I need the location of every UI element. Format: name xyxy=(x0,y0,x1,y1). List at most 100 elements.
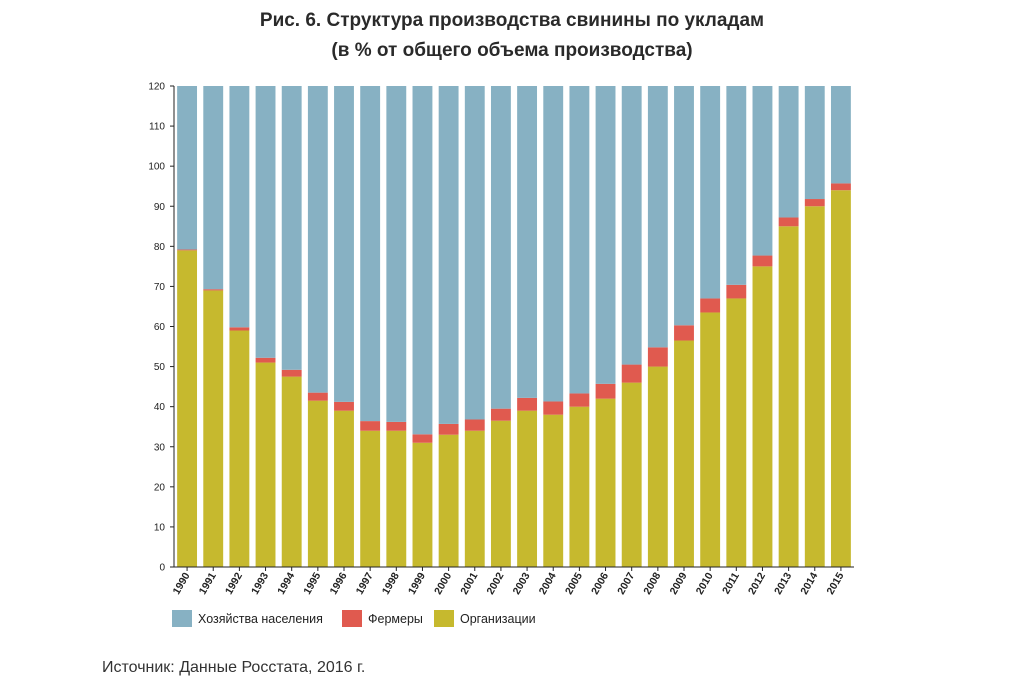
y-tick-label: 10 xyxy=(154,522,166,533)
bar-farmers-2000 xyxy=(438,423,459,435)
bar-households-2011 xyxy=(726,86,747,285)
x-tick-label: 2005 xyxy=(563,570,585,596)
x-tick-label: 1993 xyxy=(249,570,271,596)
x-tick-label: 1996 xyxy=(328,570,350,596)
chart-title: Рис. 6. Структура производства свинины п… xyxy=(259,10,765,31)
bar-farmers-1997 xyxy=(360,421,381,431)
y-tick-label: 100 xyxy=(148,162,165,173)
x-tick-label: 1991 xyxy=(197,570,219,596)
x-tick-label: 2015 xyxy=(824,570,846,596)
bar-organizations-1998 xyxy=(386,430,407,567)
x-tick-label: 2009 xyxy=(668,570,690,596)
bar-organizations-1990 xyxy=(177,250,198,567)
bar-households-2009 xyxy=(674,86,694,326)
x-tick-label: 2004 xyxy=(537,570,559,596)
x-tick-label: 2000 xyxy=(432,570,454,596)
bar-farmers-2011 xyxy=(726,284,747,299)
bar-organizations-1992 xyxy=(229,330,250,567)
y-tick-label: 20 xyxy=(154,482,166,493)
bar-households-2013 xyxy=(778,86,799,218)
bar-organizations-2012 xyxy=(752,266,773,568)
y-tick-label: 80 xyxy=(154,242,166,253)
bar-organizations-2008 xyxy=(647,366,668,567)
y-tick-label: 90 xyxy=(154,202,166,213)
bar-farmers-2012 xyxy=(752,255,773,267)
bar-farmers-2002 xyxy=(490,408,511,421)
bar-households-1992 xyxy=(229,86,250,328)
bar-organizations-2002 xyxy=(490,420,511,567)
bar-organizations-2003 xyxy=(517,410,538,567)
bar-households-2007 xyxy=(621,86,642,365)
bar-farmers-1994 xyxy=(281,369,302,377)
bar-farmers-1993 xyxy=(255,357,276,363)
x-tick-label: 2002 xyxy=(484,570,506,596)
bar-households-2001 xyxy=(464,86,485,420)
stacked-bar-chart: 0 10 20 30 40 50 60 70 80 90 100 110 120 1990 1991 1992… xyxy=(148,82,854,627)
y-tick-label: 70 xyxy=(154,282,166,293)
x-tick-label: 1995 xyxy=(301,570,323,596)
bar-farmers-1996 xyxy=(334,401,354,411)
legend-swatch-organizations xyxy=(434,610,454,627)
bar-farmers-2010 xyxy=(700,298,721,313)
bar-farmers-1995 xyxy=(307,392,328,401)
bar-farmers-1999 xyxy=(412,434,433,443)
legend-label-farmers: Фермеры xyxy=(368,612,423,626)
bar-farmers-2008 xyxy=(647,347,668,367)
x-tick-label: 2008 xyxy=(641,570,663,596)
x-tick-label: 1990 xyxy=(171,570,193,596)
bar-farmers-2007 xyxy=(621,364,642,383)
legend-swatch-farmers xyxy=(342,610,362,627)
legend-swatch-households xyxy=(172,610,192,627)
bar-households-2006 xyxy=(595,86,616,384)
bar-farmers-2015 xyxy=(830,183,851,191)
bar-organizations-1993 xyxy=(255,362,276,567)
bar-farmers-1998 xyxy=(386,421,407,431)
bar-households-1990 xyxy=(177,86,198,250)
x-tick-label: 1997 xyxy=(354,570,376,596)
y-tick-label: 40 xyxy=(154,402,166,413)
bar-organizations-2009 xyxy=(674,340,694,567)
bar-farmers-2006 xyxy=(595,383,616,399)
bar-organizations-2013 xyxy=(778,226,799,568)
x-tick-label: 2007 xyxy=(615,570,637,596)
bar-farmers-1990 xyxy=(177,249,198,251)
bar-organizations-1999 xyxy=(412,442,433,567)
bar-households-1996 xyxy=(334,86,354,402)
bar-households-2008 xyxy=(647,86,668,348)
bar-farmers-2014 xyxy=(804,199,825,207)
y-tick-label: 50 xyxy=(154,362,166,373)
bar-organizations-1996 xyxy=(334,410,354,567)
chart-title-block: Рис. 6. Структура производства свинины п… xyxy=(0,6,1024,66)
bar-households-2015 xyxy=(830,86,851,184)
bar-households-1995 xyxy=(307,86,328,393)
bar-organizations-2007 xyxy=(621,382,642,567)
bar-households-1999 xyxy=(412,86,433,435)
x-tick-label: 1992 xyxy=(223,570,245,596)
x-tick-label: 1999 xyxy=(406,570,428,596)
bar-organizations-2010 xyxy=(700,312,721,567)
bar-farmers-2004 xyxy=(543,401,564,415)
bar-organizations-2001 xyxy=(464,430,485,567)
bar-households-2004 xyxy=(543,86,564,402)
y-tick-label: 110 xyxy=(149,122,165,133)
x-tick-label: 2001 xyxy=(458,570,480,596)
bar-farmers-2003 xyxy=(517,397,538,411)
x-tick-label: 2013 xyxy=(772,570,794,596)
bar-farmers-2009 xyxy=(674,325,694,341)
bar-organizations-2000 xyxy=(438,434,459,567)
bar-households-2010 xyxy=(700,86,721,299)
bar-organizations-1995 xyxy=(307,400,328,567)
x-tick-label: 1994 xyxy=(275,570,297,596)
bar-households-1994 xyxy=(281,86,302,370)
bar-organizations-2006 xyxy=(595,398,616,567)
x-tick-label: 2011 xyxy=(720,570,742,596)
bar-organizations-1991 xyxy=(203,290,224,567)
bar-organizations-1994 xyxy=(281,376,302,567)
y-tick-label: 0 xyxy=(159,563,165,574)
bar-organizations-2004 xyxy=(543,414,564,567)
bar-households-2003 xyxy=(517,86,538,398)
legend-label-households: Хозяйства населения xyxy=(198,612,323,626)
x-tick-label: 1998 xyxy=(380,570,402,596)
bar-households-1993 xyxy=(255,86,276,358)
bar-households-2000 xyxy=(438,86,459,424)
